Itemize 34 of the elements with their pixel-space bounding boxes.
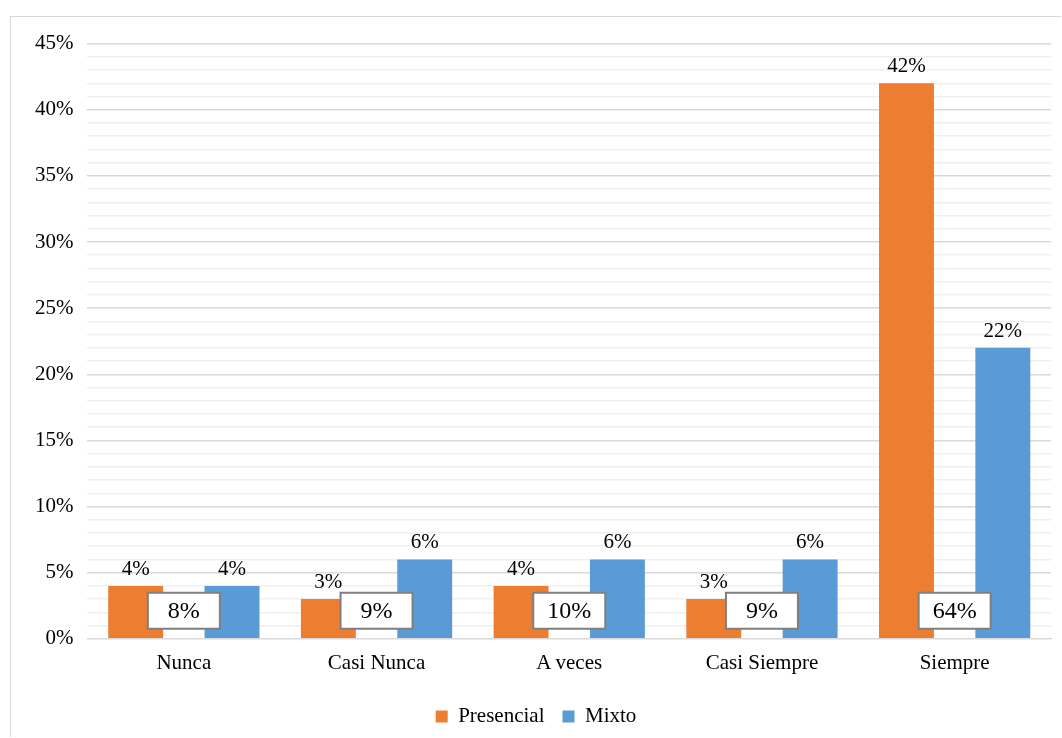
y-tick-label: 40%: [34, 96, 74, 121]
y-tick-label: 30%: [34, 228, 74, 253]
data-label: 6%: [410, 529, 439, 554]
data-label: 4%: [218, 555, 247, 580]
x-tick-label: Nunca: [156, 649, 212, 674]
data-label: 6%: [603, 529, 632, 554]
y-tick-label: 20%: [34, 360, 74, 385]
total-label: 64%: [932, 597, 977, 624]
data-label: 4%: [121, 555, 150, 580]
legend-label: Mixto: [584, 703, 637, 728]
y-tick-label: 35%: [34, 162, 74, 187]
x-tick-label: Casi Nunca: [327, 649, 426, 674]
x-tick-label: Casi Siempre: [705, 649, 819, 674]
x-tick-label: A veces: [536, 649, 603, 674]
data-label: 6%: [796, 529, 825, 554]
bar: [975, 347, 1031, 639]
total-label: 9%: [745, 597, 778, 624]
total-label: 9%: [360, 597, 393, 624]
data-label: 4%: [507, 555, 536, 580]
data-label: 3%: [699, 569, 728, 594]
y-tick-label: 45%: [34, 30, 74, 55]
bar: [879, 83, 934, 639]
y-tick-label: 10%: [34, 493, 74, 518]
data-label: 3%: [314, 569, 343, 594]
y-tick-label: 0%: [45, 625, 74, 650]
data-label: 22%: [983, 317, 1023, 342]
y-tick-label: 5%: [45, 559, 74, 584]
x-tick-label: Siempre: [919, 649, 990, 674]
total-label: 10%: [547, 597, 592, 624]
data-label: 42%: [887, 53, 926, 78]
y-tick-label: 15%: [34, 426, 74, 451]
legend-label: Presencial: [458, 703, 545, 728]
total-label: 8%: [167, 597, 200, 624]
y-tick-label: 25%: [34, 294, 74, 319]
